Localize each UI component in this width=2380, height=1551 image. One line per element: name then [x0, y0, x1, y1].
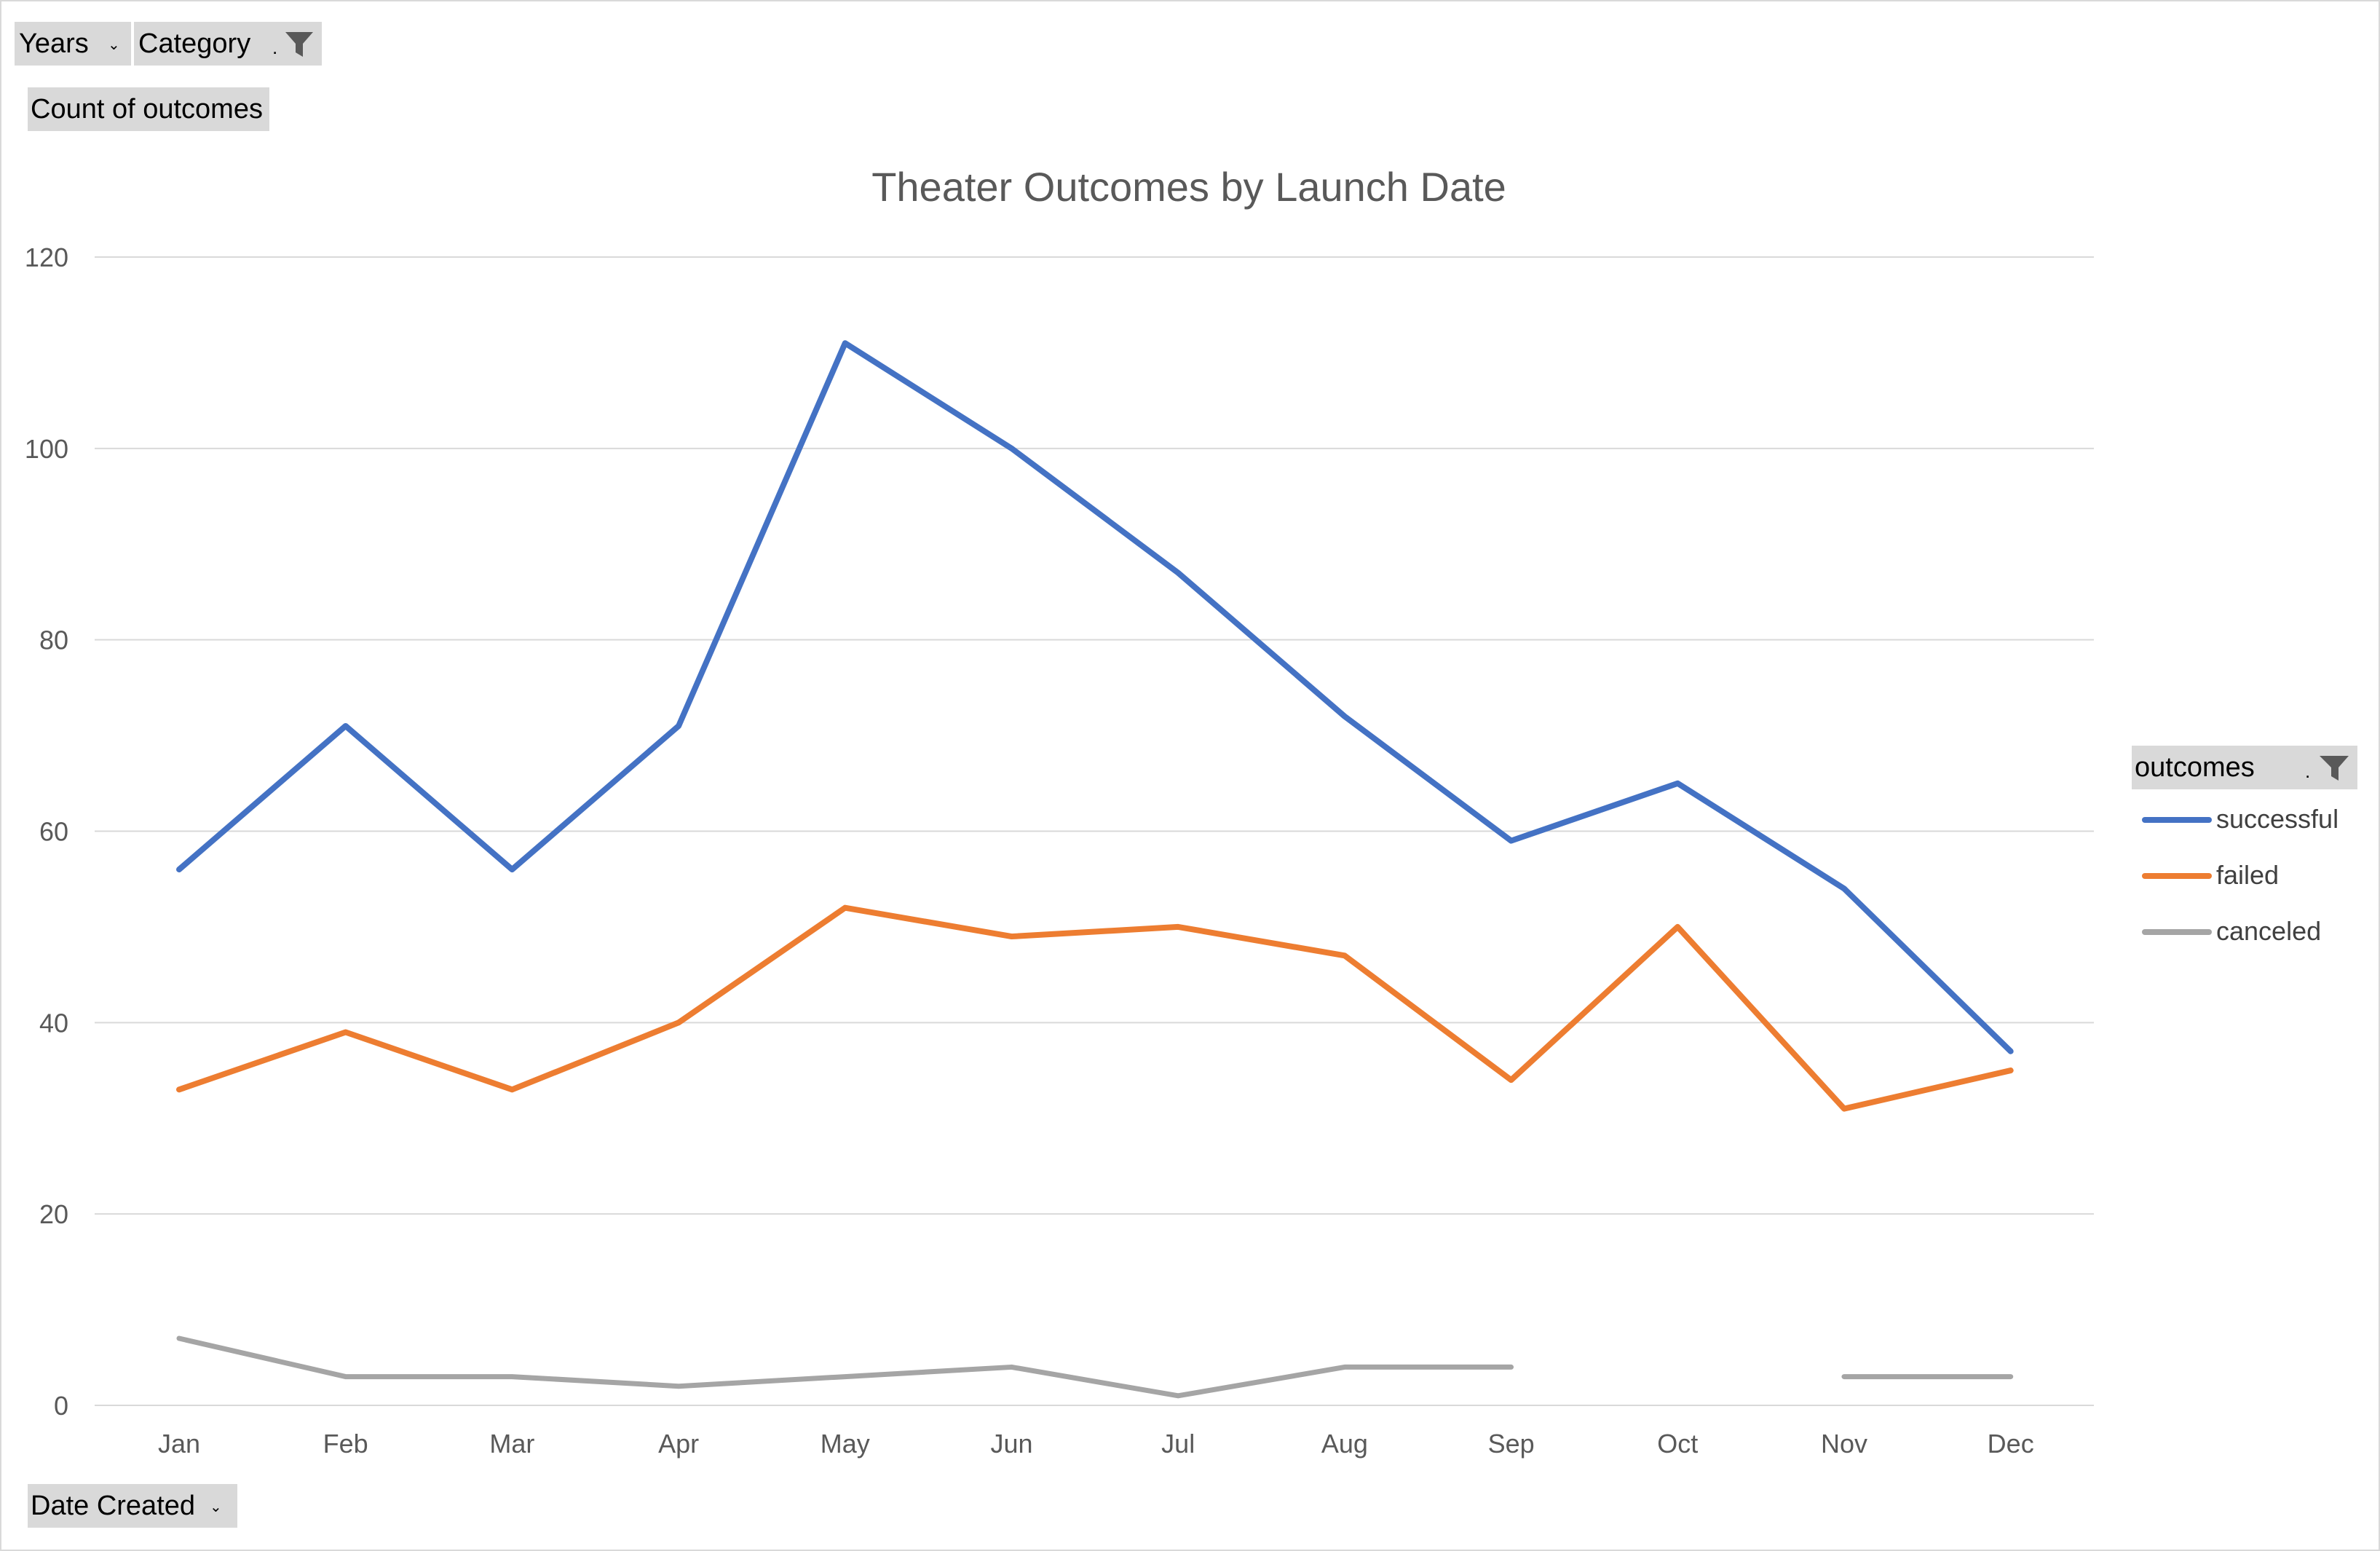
y-tick-label: 100	[25, 434, 68, 464]
axis-field-button[interactable]: Date Created ⌄	[28, 1484, 237, 1528]
axis-field-label: Date Created	[31, 1491, 196, 1521]
legend-swatch-successful	[2142, 817, 2212, 823]
y-tick-label: 40	[39, 1008, 68, 1038]
x-tick-label: Jul	[1161, 1429, 1195, 1459]
dropdown-arrow-icon: ⌄	[210, 1499, 222, 1515]
category-filter-label: Category	[138, 28, 251, 59]
value-field-label: Count of outcomes	[31, 94, 263, 125]
gridlines	[95, 256, 2094, 1406]
x-tick-label: Jun	[990, 1429, 1032, 1459]
x-tick-label: Dec	[1988, 1429, 2034, 1459]
value-field-button[interactable]: Count of outcomes	[28, 87, 269, 131]
x-tick-label: Nov	[1821, 1429, 1867, 1459]
svg-text:.: .	[272, 36, 277, 58]
chart-title: Theater Outcomes by Launch Date	[871, 164, 1506, 210]
years-filter-button[interactable]: Years ⌄	[15, 22, 131, 66]
x-axis-ticks: Jan Feb Mar Apr May Jun Jul Aug Sep Oct Nov Dec	[158, 1429, 2034, 1459]
svg-text:.: .	[2305, 760, 2310, 782]
series-lines	[176, 340, 2014, 1399]
x-tick-label: Apr	[658, 1429, 699, 1459]
years-filter-label: Years	[19, 28, 89, 59]
filter-icon: .	[272, 32, 313, 58]
x-tick-label: Feb	[323, 1429, 368, 1459]
x-tick-label: Sep	[1488, 1429, 1535, 1459]
filter-icon: .	[2305, 756, 2349, 782]
y-tick-label: 60	[39, 817, 68, 847]
y-tick-label: 120	[25, 242, 68, 272]
y-axis-ticks: 0 20 40 60 80 100 120	[25, 242, 68, 1421]
x-tick-label: Oct	[1657, 1429, 1698, 1459]
x-tick-label: Jan	[158, 1429, 200, 1459]
series-line-canceled-1[interactable]	[176, 1335, 1514, 1399]
legend-field-label: outcomes	[2135, 752, 2255, 783]
series-line-failed[interactable]	[176, 904, 2014, 1112]
y-tick-label: 80	[39, 625, 68, 655]
dropdown-arrow-icon: ⌄	[108, 37, 120, 53]
x-tick-label: Mar	[489, 1429, 534, 1459]
x-tick-label: May	[821, 1429, 870, 1459]
legend-label-failed: failed	[2216, 860, 2280, 890]
legend-label-canceled: canceled	[2216, 916, 2322, 946]
legend-label-successful: successful	[2216, 804, 2339, 834]
series-line-successful[interactable]	[176, 340, 2014, 1054]
legend-swatch-canceled	[2142, 929, 2212, 935]
legend-field-button[interactable]: outcomes .	[2132, 746, 2357, 789]
y-tick-label: 20	[39, 1199, 68, 1229]
legend-swatch-failed	[2142, 873, 2212, 879]
y-tick-label: 0	[54, 1391, 68, 1421]
category-filter-button[interactable]: Category .	[134, 22, 322, 66]
x-tick-label: Aug	[1321, 1429, 1368, 1459]
